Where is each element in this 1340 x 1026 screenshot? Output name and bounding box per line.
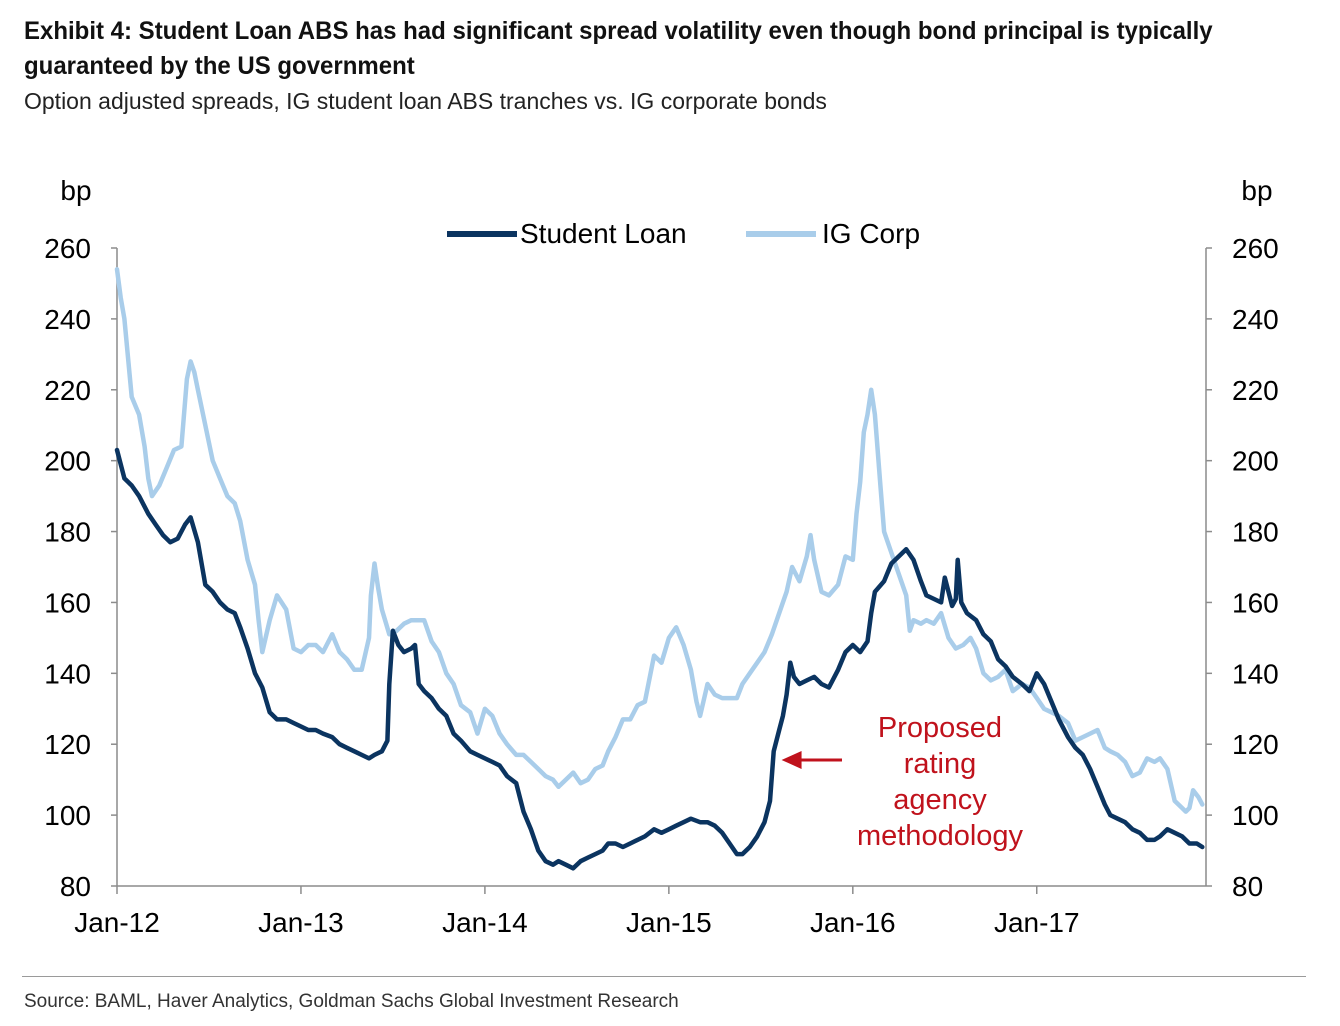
annotation-text-line: methodology [857,820,1024,852]
annotation-text-line: Proposed [878,712,1002,744]
chart-axes: 80 80 100 100 120 120 140 140 160 160 180 180 200 200… [44,175,1278,938]
y-tick-label-right: 160 [1232,587,1279,618]
annotation-text-line: agency [893,784,987,816]
source-note: Source: BAML, Haver Analytics, Goldman S… [24,991,679,1012]
x-tick-label: Jan-13 [258,907,344,938]
y-tick-label-left: 120 [44,729,91,760]
series-line-student-loan [114,447,1205,871]
y-tick-label-right: 260 [1232,233,1279,264]
legend-label-student-loan: Student Loan [520,218,687,249]
footer-divider [22,976,1306,977]
y-tick-label-left: 80 [60,871,91,902]
chart-legend: Student Loan IG Corp [447,218,920,249]
y-tick-label-left: 260 [44,233,91,264]
series-line-ig-corp [114,267,1205,814]
legend-label-ig-corp: IG Corp [822,218,920,249]
chart-series [114,267,1205,871]
y-tick-label-right: 80 [1232,871,1263,902]
x-tick-label: Jan-12 [74,907,160,938]
x-tick-label: Jan-17 [994,907,1080,938]
chart-subtitle: Option adjusted spreads, IG student loan… [24,88,827,114]
y-tick-label-left: 180 [44,517,91,548]
chart-annotation: Proposed rating agency methodology [781,712,1024,852]
y-tick-label-left: 240 [44,304,91,335]
spread-chart: 80 80 100 100 120 120 140 140 160 160 180 180 200 200… [44,175,1278,938]
y-tick-label-left: 220 [44,375,91,406]
y-tick-label-right: 180 [1232,517,1279,548]
chart-title: Exhibit 4: Student Loan ABS has had sign… [24,17,1213,80]
x-tick-label: Jan-14 [442,907,528,938]
y-tick-label-right: 100 [1232,800,1279,831]
y-tick-label-left: 160 [44,587,91,618]
y-unit-right: bp [1241,175,1272,206]
y-tick-label-left: 200 [44,446,91,477]
y-tick-label-left: 140 [44,658,91,689]
x-tick-label: Jan-15 [626,907,712,938]
y-tick-label-right: 240 [1232,304,1279,335]
y-tick-label-right: 140 [1232,658,1279,689]
y-tick-label-right: 220 [1232,375,1279,406]
y-tick-label-left: 100 [44,800,91,831]
annotation-text-line: rating [904,748,977,780]
x-tick-label: Jan-16 [810,907,896,938]
y-tick-label-right: 120 [1232,729,1279,760]
y-unit-left: bp [60,175,91,206]
y-tick-label-right: 200 [1232,446,1279,477]
annotation-arrow-head [781,750,802,769]
